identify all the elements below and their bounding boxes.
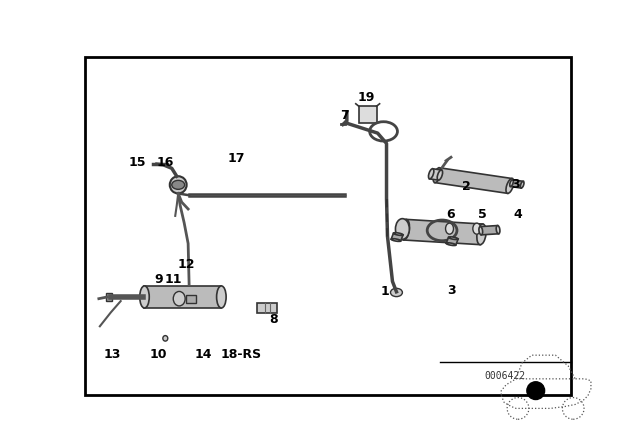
Ellipse shape (391, 239, 401, 241)
Ellipse shape (449, 237, 458, 240)
Ellipse shape (396, 219, 410, 239)
Ellipse shape (429, 169, 434, 179)
Ellipse shape (479, 227, 483, 235)
Text: 18-RS: 18-RS (221, 348, 262, 361)
Text: 3: 3 (447, 284, 455, 297)
Ellipse shape (437, 170, 443, 180)
Text: 4: 4 (513, 208, 522, 221)
Ellipse shape (173, 292, 185, 306)
Ellipse shape (473, 223, 481, 234)
Text: 17: 17 (227, 152, 245, 165)
Text: 5: 5 (478, 208, 487, 221)
Text: 12: 12 (178, 258, 195, 271)
FancyBboxPatch shape (106, 293, 112, 301)
Text: 11: 11 (164, 273, 182, 286)
Polygon shape (446, 237, 458, 245)
Text: 2: 2 (461, 180, 470, 193)
Ellipse shape (477, 224, 486, 245)
Polygon shape (404, 220, 483, 245)
Ellipse shape (445, 223, 454, 234)
Ellipse shape (433, 168, 441, 183)
Polygon shape (145, 286, 221, 308)
Text: 14: 14 (195, 348, 212, 361)
Text: 1: 1 (380, 285, 389, 298)
Circle shape (527, 382, 545, 400)
Circle shape (390, 289, 403, 297)
Text: 3: 3 (511, 178, 520, 191)
Polygon shape (435, 168, 512, 194)
Polygon shape (429, 169, 442, 180)
FancyBboxPatch shape (257, 303, 277, 313)
Text: 8: 8 (269, 313, 278, 326)
Ellipse shape (170, 176, 187, 194)
Ellipse shape (509, 180, 513, 186)
Polygon shape (391, 233, 403, 241)
Text: 6: 6 (447, 208, 455, 221)
Ellipse shape (140, 286, 149, 308)
Ellipse shape (496, 225, 500, 234)
Ellipse shape (163, 336, 168, 341)
Text: 19: 19 (358, 91, 376, 104)
Text: 7: 7 (340, 109, 349, 122)
Text: 10: 10 (150, 348, 167, 361)
Polygon shape (480, 225, 499, 235)
Ellipse shape (216, 286, 226, 308)
Ellipse shape (446, 243, 456, 246)
Text: 9: 9 (154, 273, 163, 286)
Circle shape (172, 181, 185, 190)
Ellipse shape (506, 178, 514, 194)
Text: 15: 15 (128, 156, 146, 169)
Polygon shape (511, 180, 524, 188)
FancyBboxPatch shape (186, 294, 196, 303)
Text: 0006422: 0006422 (484, 371, 525, 381)
Ellipse shape (400, 220, 410, 240)
Text: 13: 13 (104, 348, 121, 361)
FancyBboxPatch shape (359, 106, 376, 123)
Ellipse shape (520, 181, 524, 188)
Ellipse shape (394, 233, 403, 235)
Text: 16: 16 (157, 156, 174, 169)
